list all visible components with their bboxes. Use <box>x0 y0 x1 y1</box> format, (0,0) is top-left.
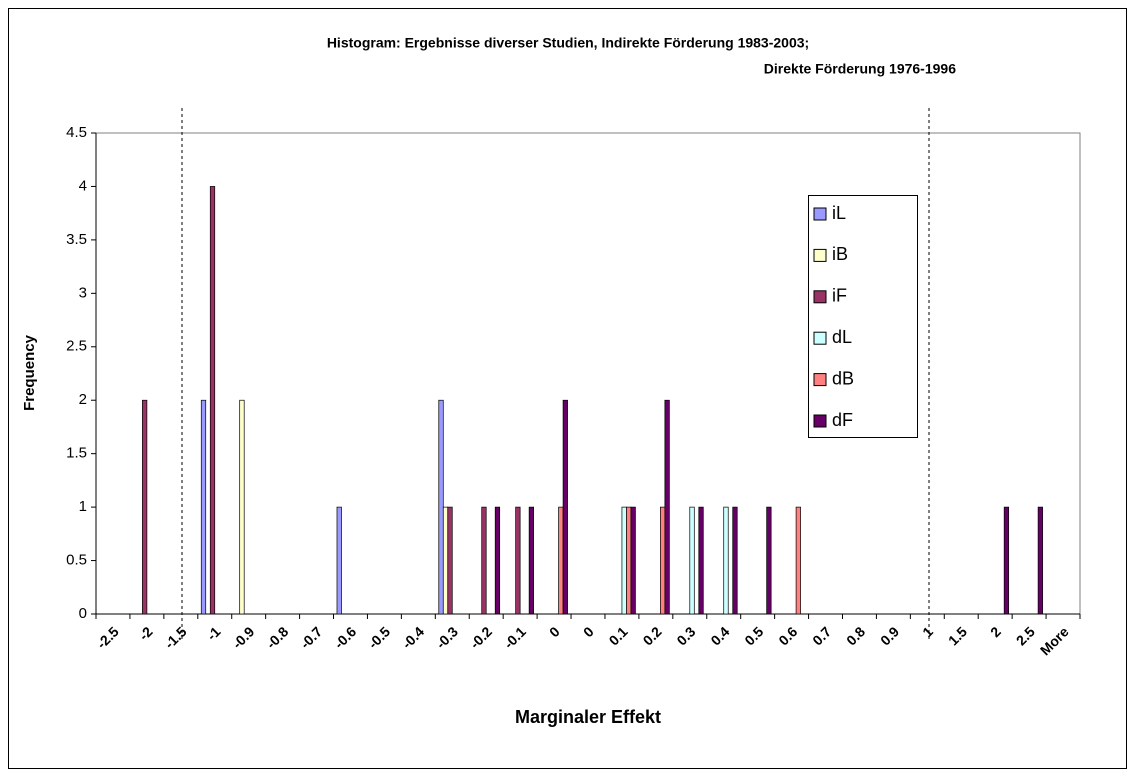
bar <box>621 506 627 615</box>
legend-swatch <box>813 373 827 387</box>
bar <box>481 506 487 615</box>
bar <box>494 506 501 615</box>
y-tick-label: 3 <box>79 284 87 301</box>
bar <box>447 506 453 615</box>
y-tick-label: 3.5 <box>66 231 87 248</box>
y-tick-label: 2 <box>79 391 87 408</box>
bar <box>200 399 207 615</box>
legend-swatch <box>813 414 827 428</box>
bar <box>438 399 444 615</box>
y-tick-label: 0.5 <box>66 552 87 569</box>
bar <box>660 506 666 615</box>
bar <box>630 506 636 615</box>
y-tick-label: 0 <box>79 605 87 622</box>
y-tick-label: 1.5 <box>66 445 87 462</box>
bar <box>528 506 534 615</box>
bar <box>209 186 216 615</box>
chart-title: Direkte Förderung 1976-1996 <box>764 61 956 77</box>
bar <box>562 399 568 615</box>
bar <box>723 506 729 615</box>
bar <box>732 506 738 615</box>
legend-swatch <box>813 331 827 345</box>
y-axis-label: Frequency <box>21 334 38 411</box>
x-axis-label: Marginaler Effekt <box>515 707 661 727</box>
legend-label: iF <box>832 286 847 306</box>
y-tick-label: 4.5 <box>66 124 87 141</box>
y-tick-label: 2.5 <box>66 338 87 355</box>
bar <box>239 399 245 615</box>
legend-label: dF <box>832 410 853 430</box>
bar <box>689 506 695 615</box>
bar <box>698 506 704 615</box>
bar <box>442 506 449 615</box>
bar <box>1037 506 1043 615</box>
legend-label: iB <box>832 244 848 264</box>
legend-label: dB <box>832 368 854 388</box>
bar <box>558 506 564 615</box>
bar <box>626 506 632 615</box>
legend <box>808 195 918 438</box>
legend-label: dL <box>832 327 852 347</box>
y-tick-label: 1 <box>79 498 87 515</box>
y-tick-label: 4 <box>79 177 87 194</box>
legend-swatch <box>813 207 827 221</box>
legend-label: iL <box>832 203 846 223</box>
bar <box>515 506 521 615</box>
chart-title: Histogram: Ergebnisse diverser Studien, … <box>327 35 809 51</box>
bar <box>664 399 670 615</box>
legend-swatch <box>813 290 827 304</box>
bar <box>1003 506 1010 615</box>
bar <box>336 506 342 615</box>
bar <box>795 506 801 615</box>
bar <box>766 506 772 615</box>
legend-swatch <box>813 248 827 262</box>
bar <box>142 399 148 615</box>
